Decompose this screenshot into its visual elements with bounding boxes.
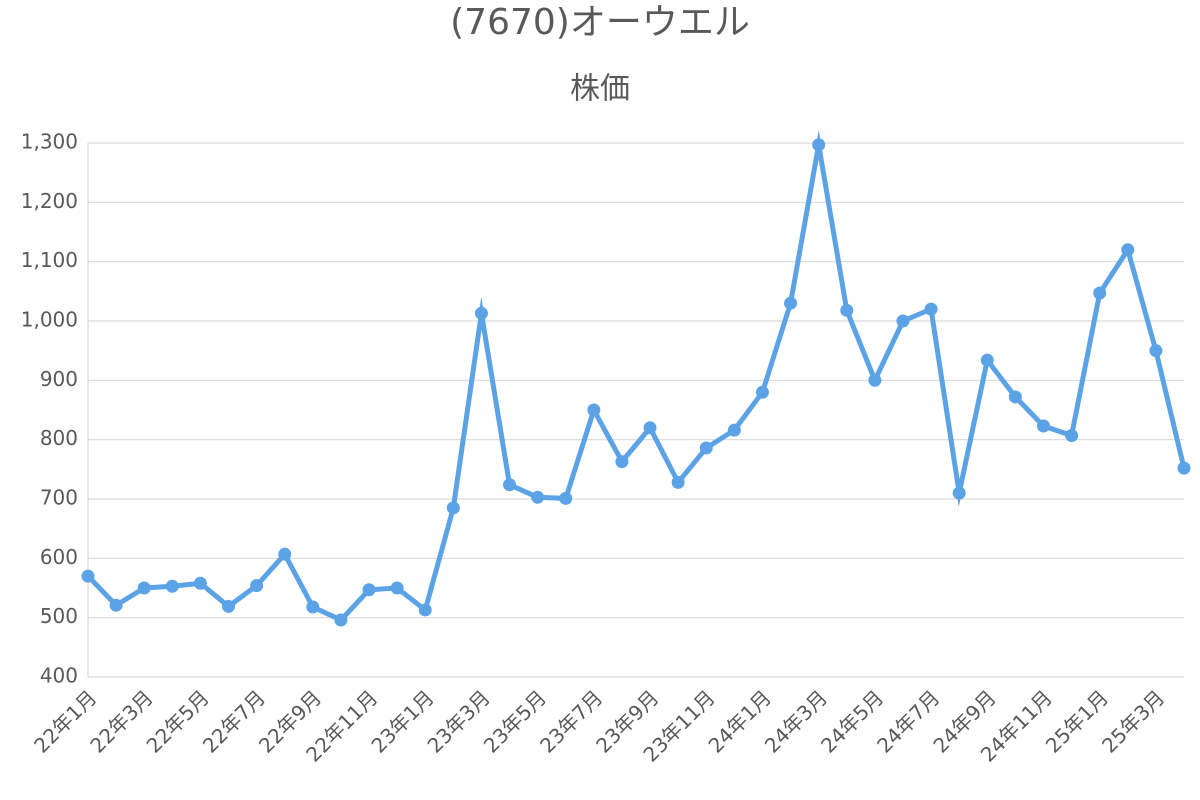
marker xyxy=(587,403,601,417)
marker xyxy=(306,600,320,614)
marker xyxy=(278,547,292,561)
marker xyxy=(643,421,657,435)
marker xyxy=(503,478,517,492)
marker xyxy=(727,423,741,437)
y-tick-label: 900 xyxy=(40,367,78,391)
marker xyxy=(109,598,123,612)
marker xyxy=(559,491,573,505)
marker xyxy=(1093,286,1107,300)
y-tick-label: 800 xyxy=(40,426,78,450)
marker xyxy=(193,576,207,590)
marker xyxy=(222,599,236,613)
marker xyxy=(390,581,404,595)
y-tick-label: 600 xyxy=(40,545,78,569)
marker xyxy=(980,353,994,367)
marker xyxy=(418,603,432,617)
marker xyxy=(334,613,348,627)
marker xyxy=(446,501,460,515)
marker xyxy=(362,583,376,597)
chart-title: (7670)オーウエル xyxy=(450,2,750,43)
line xyxy=(86,130,1187,624)
y-tick-label: 700 xyxy=(40,486,78,510)
marker xyxy=(1149,344,1163,358)
x-tick-label: 25年3月 xyxy=(1097,685,1169,757)
marker xyxy=(755,385,769,399)
marker xyxy=(840,303,854,317)
marker xyxy=(165,579,179,593)
marker xyxy=(699,441,713,455)
marker xyxy=(1065,429,1079,443)
y-tick-label: 1,000 xyxy=(21,308,78,332)
y-tick-label: 1,100 xyxy=(21,248,78,272)
marker xyxy=(924,302,938,316)
marker xyxy=(1121,243,1135,257)
marker xyxy=(615,455,629,469)
marker xyxy=(952,486,966,500)
y-tick-label: 1,300 xyxy=(21,130,78,154)
marker xyxy=(1177,461,1191,475)
y-tick-label: 1,200 xyxy=(21,189,78,213)
marker xyxy=(1036,419,1050,433)
marker xyxy=(671,475,685,489)
marker xyxy=(812,138,826,152)
marker xyxy=(474,306,488,320)
marker xyxy=(896,314,910,328)
marker xyxy=(1008,390,1022,404)
chart-subtitle: 株価 xyxy=(570,72,630,107)
y-tick-label: 500 xyxy=(40,604,78,628)
marker xyxy=(81,569,95,583)
marker xyxy=(784,296,798,310)
marker xyxy=(531,490,545,504)
y-tick-label: 400 xyxy=(40,664,78,688)
marker xyxy=(137,581,151,595)
marker xyxy=(868,373,882,387)
marker xyxy=(250,579,264,593)
